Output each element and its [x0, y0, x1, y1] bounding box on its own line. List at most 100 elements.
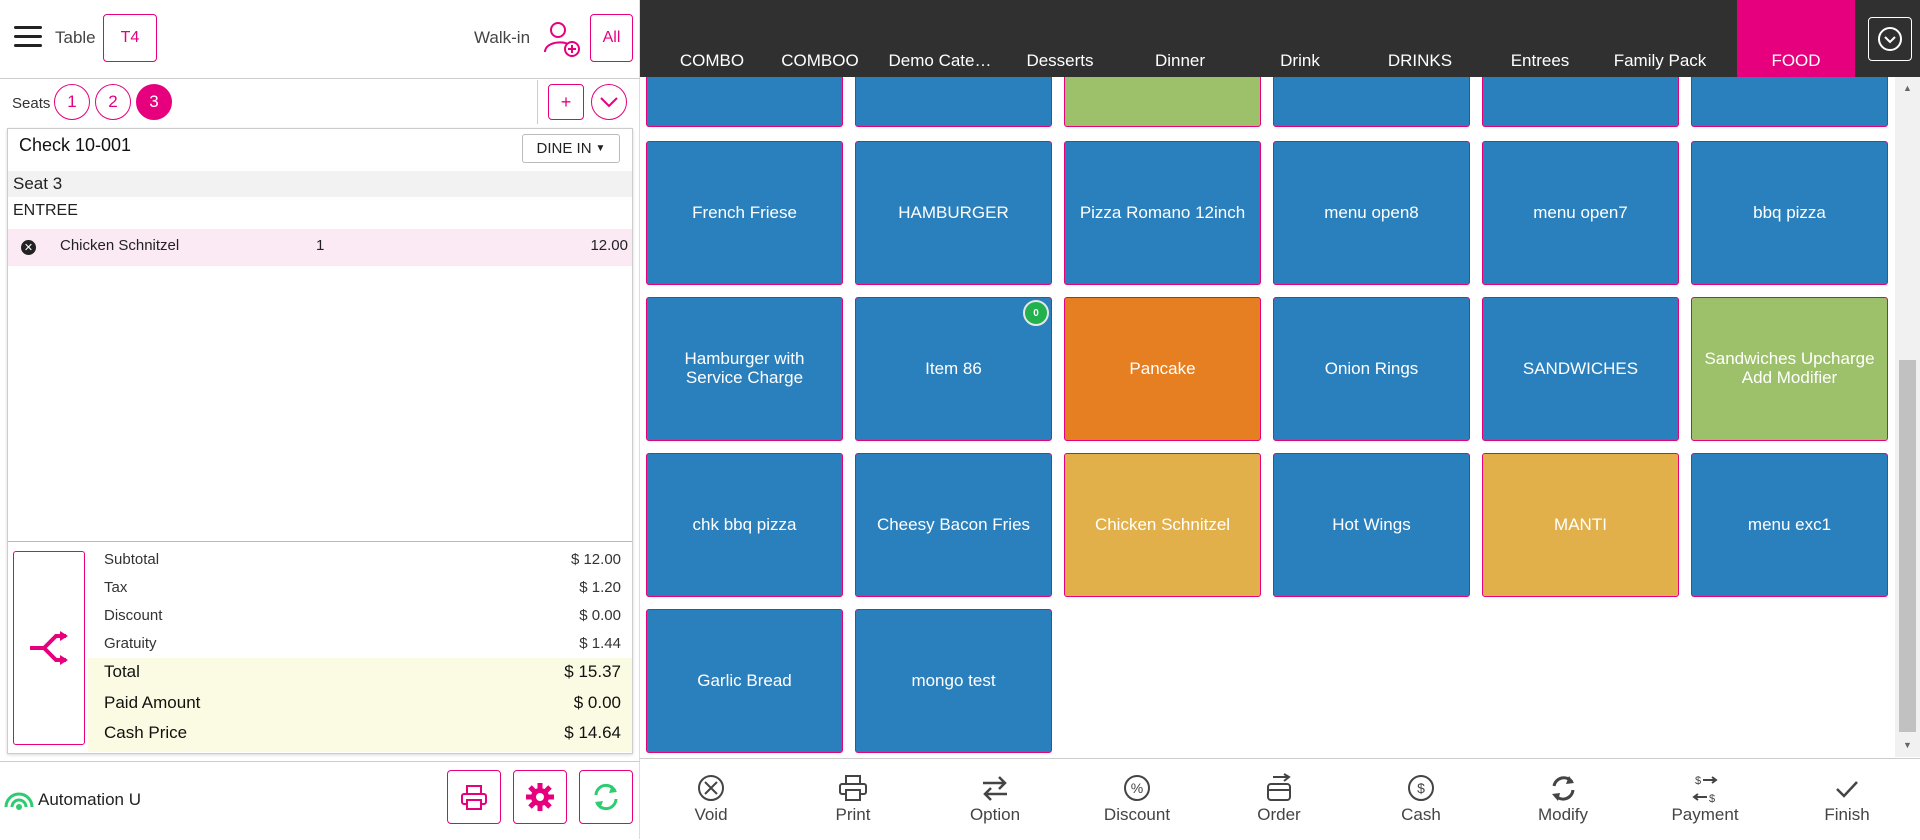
totals-block	[88, 658, 632, 752]
menu-item-tile[interactable]: French Friese	[646, 141, 843, 285]
gear-icon	[526, 783, 554, 811]
refresh-button[interactable]	[579, 770, 633, 824]
void-button[interactable]: Void	[640, 759, 782, 840]
tab-entrees[interactable]: Entrees	[1510, 51, 1570, 70]
finish-button[interactable]: Finish	[1776, 759, 1918, 840]
action-bar: Void Print Option% Discount Order $ Cash Modify…	[640, 758, 1920, 839]
cash-icon: $	[1408, 775, 1434, 801]
settings-button[interactable]	[513, 770, 567, 824]
table-select-button[interactable]: T4	[103, 14, 157, 62]
print-label: Print	[835, 805, 871, 824]
menu-item-tile[interactable]: Chicken Schnitzel	[1064, 453, 1261, 597]
menu-item-tile[interactable]: Cheesy Bacon Fries	[855, 453, 1052, 597]
menu-item-tile[interactable]: Hot Wings	[1273, 453, 1470, 597]
expand-categories-button[interactable]	[1868, 16, 1912, 61]
option-button[interactable]: Option	[924, 759, 1066, 840]
user-name: Automation U	[38, 790, 141, 809]
menu-item-tile[interactable]: menu exc1	[1691, 453, 1888, 597]
svg-text:$: $	[1417, 780, 1425, 796]
add-customer-icon[interactable]	[541, 18, 581, 58]
menu-item-tile-partial[interactable]	[1482, 77, 1679, 127]
menu-item-tile[interactable]: MANTI	[1482, 453, 1679, 597]
menu-item-tile[interactable]: Pancake	[1064, 297, 1261, 441]
menu-item-tile-partial[interactable]	[1691, 77, 1888, 127]
menu-item-label: Item 86	[925, 358, 982, 378]
menu-item-tile[interactable]: chk bbq pizza	[646, 453, 843, 597]
all-button[interactable]: All	[590, 14, 633, 62]
printer-icon	[461, 785, 487, 810]
menu-item-tile[interactable]: Onion Rings	[1273, 297, 1470, 441]
scroll-down-icon[interactable]: ▼	[1903, 740, 1912, 750]
tab-demo-category[interactable]: Demo Cate…	[888, 51, 992, 70]
split-check-button[interactable]	[13, 551, 85, 745]
seat-2-button[interactable]: 2	[95, 84, 131, 120]
gratuity-label: Gratuity	[104, 635, 157, 652]
menu-item-label: Hot Wings	[1332, 514, 1411, 534]
menu-item-tile-partial[interactable]	[855, 77, 1052, 127]
seat-1-button[interactable]: 1	[54, 84, 90, 120]
check-item-row[interactable]: ✕ Chicken Schnitzel 1 12.00	[8, 229, 632, 266]
printer-status-button[interactable]	[447, 770, 501, 824]
tab-drinks[interactable]: DRINKS	[1387, 51, 1453, 70]
item-price: 12.00	[590, 237, 628, 254]
discount-button[interactable]: % Discount	[1066, 759, 1208, 840]
menu-item-tile[interactable]: menu open7	[1482, 141, 1679, 285]
menu-item-tile[interactable]: Sandwiches Upcharge Add Modifier	[1691, 297, 1888, 441]
scrollbar-thumb[interactable]	[1899, 360, 1916, 732]
modify-icon	[1552, 776, 1575, 801]
tab-food[interactable]: FOOD	[1737, 0, 1855, 77]
order-type-dropdown[interactable]: DINE IN ▼	[522, 134, 620, 163]
menu-item-tile-partial[interactable]	[646, 77, 843, 127]
item-count-badge: 0	[1023, 300, 1049, 326]
tab-comboo[interactable]: COMBOO	[781, 51, 859, 70]
cash-price-label: Cash Price	[104, 723, 188, 742]
menu-scrollbar[interactable]: ▲ ▼	[1895, 77, 1920, 757]
menu-item-label: Onion Rings	[1324, 358, 1419, 378]
menu-item-tile[interactable]: mongo test	[855, 609, 1052, 753]
seat-3-button[interactable]: 3	[136, 84, 172, 120]
menu-item-label: Pancake	[1129, 358, 1196, 378]
menu-item-label: Hamburger with Service Charge	[684, 349, 805, 387]
menu-item-tile[interactable]: HAMBURGER	[855, 141, 1052, 285]
menu-item-tile[interactable]: Pizza Romano 12inch	[1064, 141, 1261, 285]
modify-button[interactable]: Modify	[1492, 759, 1634, 840]
menu-item-tile[interactable]: bbq pizza	[1691, 141, 1888, 285]
finish-label: Finish	[1824, 805, 1870, 824]
subtotal-value: $ 12.00	[570, 551, 621, 568]
tab-family-pack[interactable]: Family Pack	[1613, 51, 1707, 70]
print-icon	[839, 775, 867, 801]
caret-down-icon: ▼	[595, 143, 606, 154]
menu-item-tile[interactable]: Item 86 0	[855, 297, 1052, 441]
menu-item-label: Pizza Romano 12inch	[1079, 202, 1246, 222]
menu-item-tile[interactable]: Garlic Bread	[646, 609, 843, 753]
menu-item-tile[interactable]: Hamburger with Service Charge	[646, 297, 843, 441]
total-row: Total $ 15.37	[96, 662, 629, 682]
menu-item-tile-partial[interactable]	[1273, 77, 1470, 127]
menu-item-label: HAMBURGER	[898, 202, 1009, 222]
tab-drink[interactable]: Drink	[1280, 51, 1320, 70]
order-icon	[1267, 773, 1291, 801]
menu-item-tile[interactable]: menu open8	[1273, 141, 1470, 285]
divider	[0, 78, 640, 79]
menu-item-tile-partial[interactable]	[1064, 77, 1261, 127]
payment-button[interactable]: $ $ Payment	[1634, 759, 1776, 840]
print-button[interactable]: Print	[782, 759, 924, 840]
chevron-down-icon[interactable]	[591, 84, 627, 120]
scroll-up-icon[interactable]: ▲	[1903, 83, 1912, 93]
discount-label: Discount	[104, 607, 163, 624]
remove-item-icon[interactable]: ✕	[21, 240, 36, 255]
menu-item-tile[interactable]: SANDWICHES	[1482, 297, 1679, 441]
svg-text:$: $	[1695, 775, 1701, 787]
cash-button[interactable]: $ Cash	[1350, 759, 1492, 840]
discount-row: Discount $ 0.00	[96, 607, 629, 624]
order-button[interactable]: Order	[1208, 759, 1350, 840]
more-categories-area	[1860, 0, 1920, 77]
add-seat-button[interactable]: +	[548, 84, 584, 120]
tab-desserts[interactable]: Desserts	[1026, 51, 1094, 70]
menu-item-label: mongo test	[911, 670, 996, 690]
tab-dinner[interactable]: Dinner	[1154, 51, 1206, 70]
menu-hamburger-icon[interactable]	[14, 26, 42, 50]
tab-combo[interactable]: COMBO	[679, 51, 745, 70]
menu-item-label: Cheesy Bacon Fries	[876, 514, 1031, 534]
discount-value: $ 0.00	[579, 607, 621, 624]
